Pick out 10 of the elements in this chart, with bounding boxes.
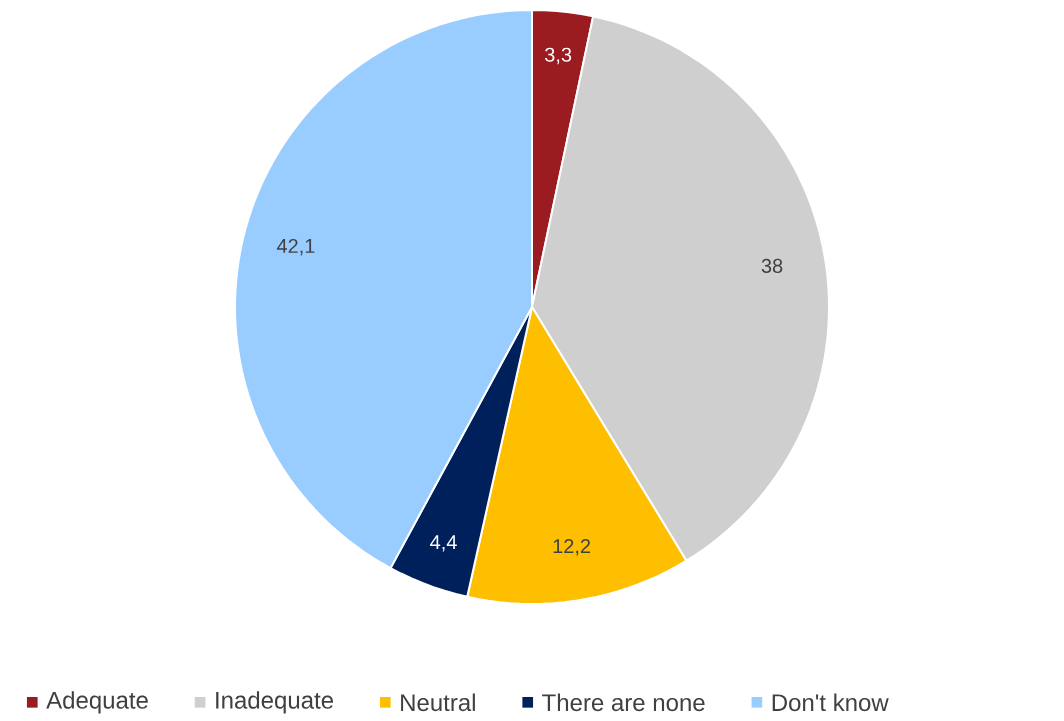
data-label: 3,3	[544, 47, 572, 65]
data-label: 4,4	[430, 535, 457, 552]
data-label: 42,1	[276, 238, 315, 256]
legend-label: Inadequate	[216, 691, 333, 714]
data-label: 38	[761, 258, 783, 273]
data-label: 12,2	[553, 539, 591, 556]
legend-label: Adequate	[46, 691, 148, 714]
legend-label: Don't know	[772, 693, 889, 712]
legend-label: Neutral	[401, 693, 475, 712]
legend-label: There are none	[542, 693, 705, 712]
